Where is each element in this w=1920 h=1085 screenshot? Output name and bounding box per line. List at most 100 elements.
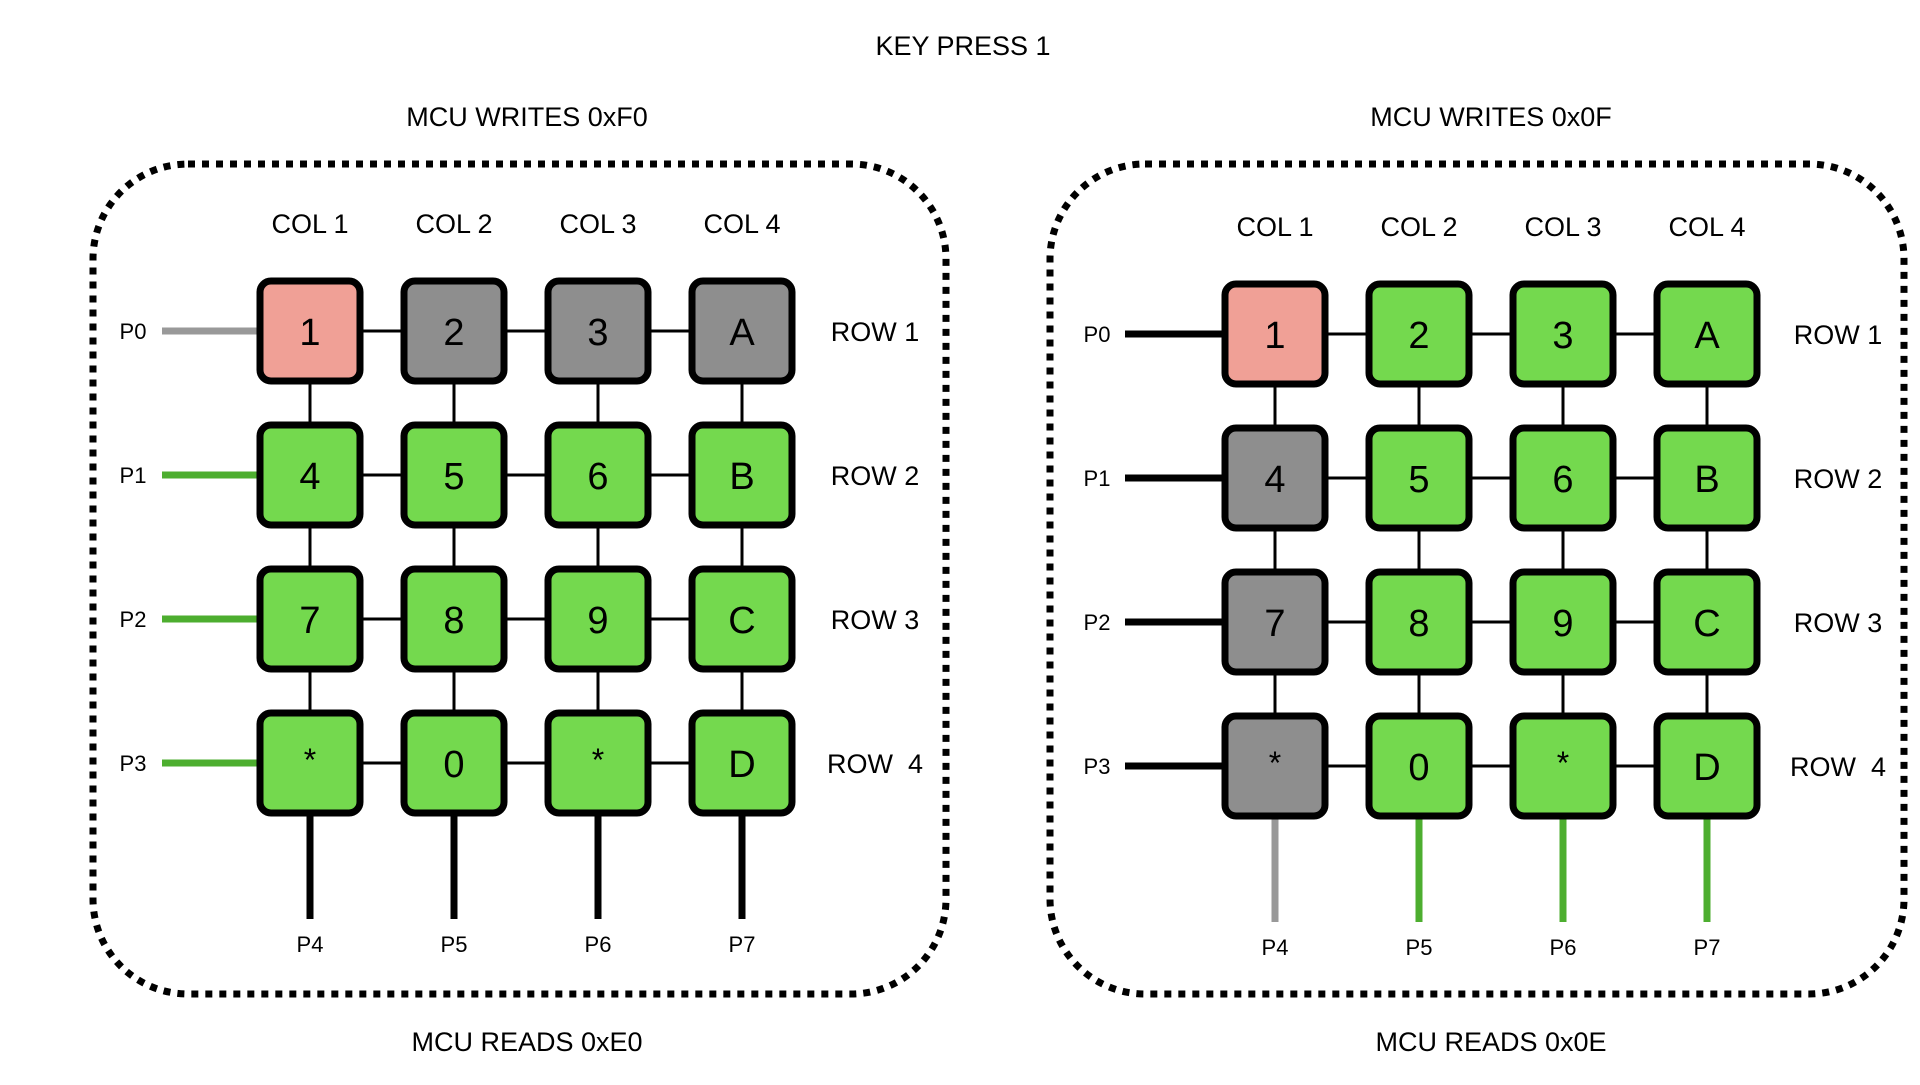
key-label: 5: [443, 456, 464, 498]
key-button: [400, 277, 508, 385]
key-label: A: [729, 312, 755, 354]
key-button: [1365, 424, 1473, 532]
key-label: *: [1557, 745, 1569, 781]
key-button: [256, 709, 364, 817]
row-pin-label: P0: [1084, 322, 1111, 347]
key-button: [1221, 568, 1329, 676]
key-label: 5: [1408, 459, 1429, 501]
key-label: C: [728, 600, 755, 642]
row-pin-label: P3: [1084, 754, 1111, 779]
key-pressed: [256, 277, 364, 385]
key-label: C: [1693, 603, 1720, 645]
key-label: 9: [587, 600, 608, 642]
key-label: 3: [587, 312, 608, 354]
key-button: [544, 277, 652, 385]
column-pin-label: P5: [1406, 935, 1433, 960]
key-button: [688, 565, 796, 673]
key-label: *: [304, 742, 316, 778]
column-label: COL 1: [271, 209, 348, 239]
column-label: COL 3: [1524, 212, 1601, 242]
key-label: 6: [1552, 459, 1573, 501]
row-pin-label: P2: [120, 607, 147, 632]
key-button: [1653, 280, 1761, 388]
column-pin-label: P4: [297, 932, 324, 957]
key-label: D: [1693, 747, 1720, 789]
row-label: ROW 2: [1794, 464, 1883, 494]
key-button: [1509, 568, 1617, 676]
mcu-reads-label: MCU READS 0x0E: [1375, 1027, 1606, 1057]
key-button: [1221, 424, 1329, 532]
key-button: [1365, 712, 1473, 820]
row-label: ROW 1: [1794, 320, 1883, 350]
row-label: ROW 4: [827, 749, 923, 779]
key-label: 4: [299, 456, 320, 498]
panel-dotted-border: [1046, 160, 1908, 998]
key-label: 1: [299, 312, 320, 354]
key-label: 1: [1264, 315, 1285, 357]
key-button: [1653, 424, 1761, 532]
key-label: 2: [443, 312, 464, 354]
row-pin-label: P1: [1084, 466, 1111, 491]
key-button: [400, 421, 508, 529]
key-label: 6: [587, 456, 608, 498]
key-label: 8: [443, 600, 464, 642]
column-pin-label: P7: [729, 932, 756, 957]
column-pin-label: P6: [585, 932, 612, 957]
key-button: [544, 421, 652, 529]
key-button: [1509, 424, 1617, 532]
key-label: *: [592, 742, 604, 778]
column-label: COL 3: [559, 209, 636, 239]
key-button: [544, 565, 652, 673]
key-label: 4: [1264, 459, 1285, 501]
key-label: A: [1694, 315, 1720, 357]
key-button: [1221, 712, 1329, 820]
row-pin-label: P0: [120, 319, 147, 344]
key-button: [544, 709, 652, 817]
key-label: *: [1269, 745, 1281, 781]
key-button: [1653, 568, 1761, 676]
key-button: [688, 709, 796, 817]
key-button: [400, 709, 508, 817]
key-label: B: [729, 456, 754, 498]
key-label: 7: [299, 600, 320, 642]
key-button: [1509, 280, 1617, 388]
mcu-writes-label: MCU WRITES 0xF0: [406, 102, 648, 132]
key-button: [1365, 280, 1473, 388]
mcu-writes-label: MCU WRITES 0x0F: [1370, 102, 1612, 132]
key-label: 9: [1552, 603, 1573, 645]
key-label: 3: [1552, 315, 1573, 357]
column-pin-label: P4: [1262, 935, 1289, 960]
key-button: [1509, 712, 1617, 820]
row-pin-label: P1: [120, 463, 147, 488]
key-button: [688, 421, 796, 529]
key-label: 7: [1264, 603, 1285, 645]
key-label: 0: [1408, 747, 1429, 789]
key-label: B: [1694, 459, 1719, 501]
key-button: [400, 565, 508, 673]
column-label: COL 1: [1236, 212, 1313, 242]
column-label: COL 2: [415, 209, 492, 239]
mcu-reads-label: MCU READS 0xE0: [411, 1027, 642, 1057]
key-label: D: [728, 744, 755, 786]
diagram-title: KEY PRESS 1: [875, 31, 1050, 61]
key-pressed: [1221, 280, 1329, 388]
key-button: [1365, 568, 1473, 676]
key-label: 2: [1408, 315, 1429, 357]
column-pin-label: P6: [1550, 935, 1577, 960]
key-button: [688, 277, 796, 385]
key-button: [256, 565, 364, 673]
row-label: ROW 4: [1790, 752, 1886, 782]
key-label: 0: [443, 744, 464, 786]
row-label: ROW 3: [831, 605, 920, 635]
row-pin-label: P3: [120, 751, 147, 776]
row-label: ROW 3: [1794, 608, 1883, 638]
key-label: 8: [1408, 603, 1429, 645]
column-label: COL 4: [703, 209, 780, 239]
row-label: ROW 2: [831, 461, 920, 491]
column-label: COL 4: [1668, 212, 1745, 242]
panel-dotted-border: [89, 160, 950, 998]
row-pin-label: P2: [1084, 610, 1111, 635]
key-button: [256, 421, 364, 529]
